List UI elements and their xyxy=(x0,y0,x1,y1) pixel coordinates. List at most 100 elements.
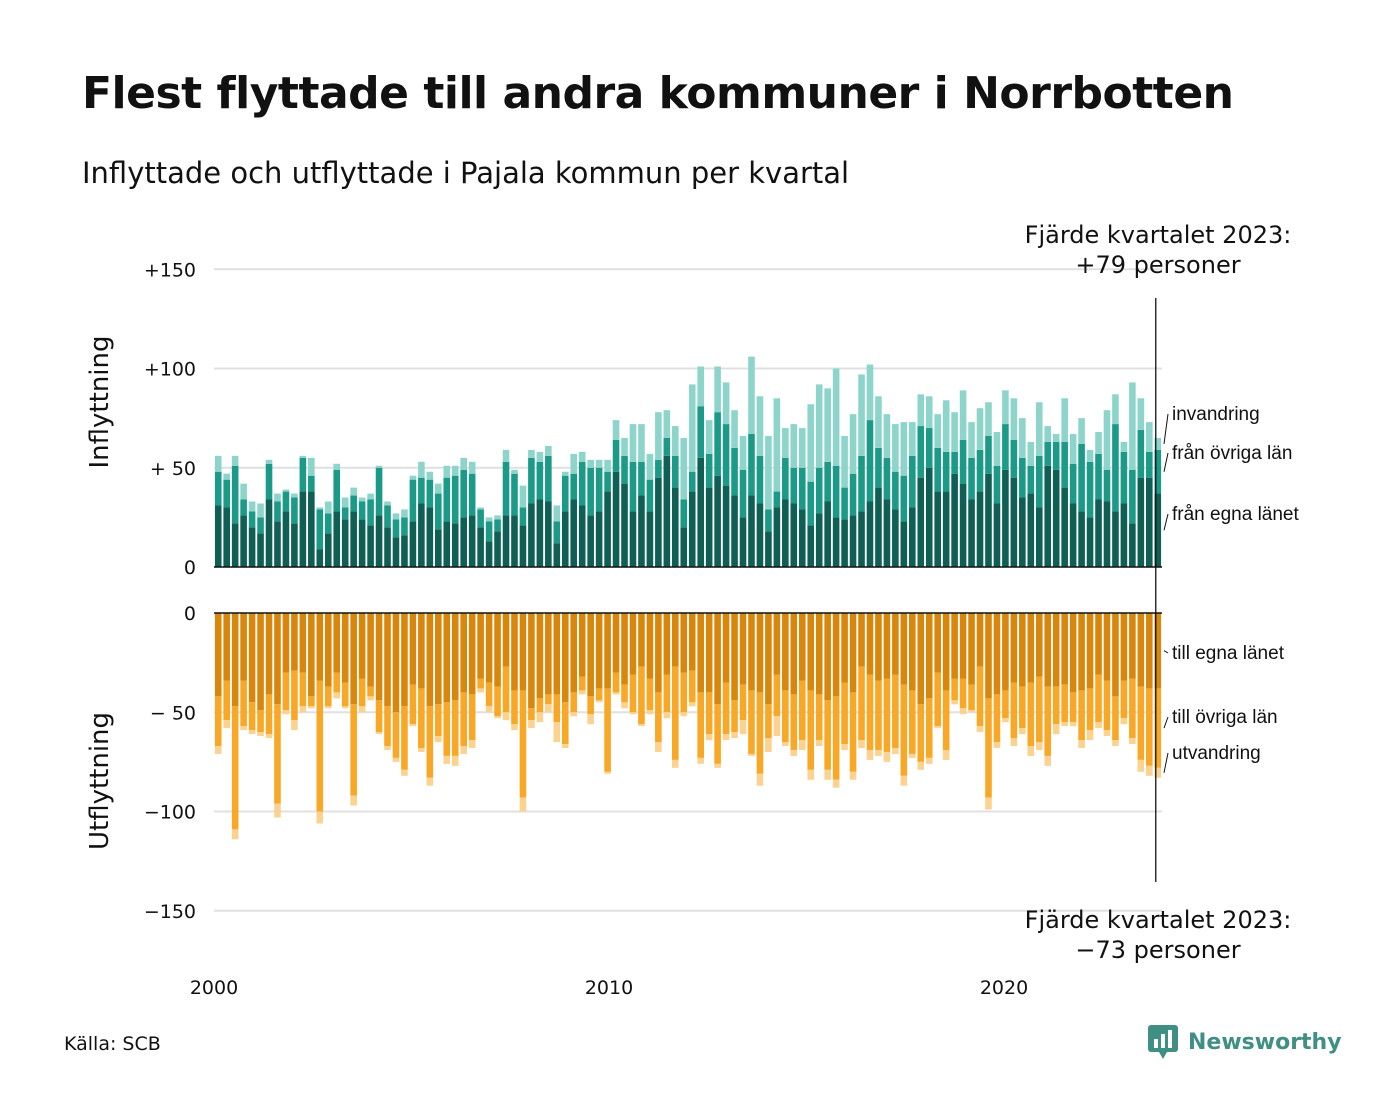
inflow-bar xyxy=(638,495,645,567)
inflow-bar xyxy=(350,487,357,496)
outflow-bar xyxy=(875,613,882,681)
inflow-bar xyxy=(1010,439,1018,478)
outflow-bar xyxy=(265,613,273,695)
outflow-bar xyxy=(604,613,611,689)
outflow-bar xyxy=(528,708,535,721)
outflow-bar xyxy=(426,706,434,778)
outflow-bar xyxy=(494,686,501,717)
y-tick-label: − 50 xyxy=(150,702,196,724)
outflow-bar xyxy=(350,795,357,806)
outflow-bar xyxy=(985,698,992,798)
inflow-bar xyxy=(638,424,645,462)
outflow-bar xyxy=(1137,613,1145,687)
outflow-bar xyxy=(849,613,857,693)
inflow-bar xyxy=(951,451,958,474)
inflow-bar xyxy=(511,469,518,474)
inflow-bar xyxy=(333,469,341,512)
label-leader xyxy=(1163,716,1169,729)
outflow-bar xyxy=(1027,613,1035,683)
inflow-bar xyxy=(485,521,493,542)
outflow-bar xyxy=(815,694,823,741)
inflow-bar xyxy=(1086,517,1094,568)
outflow-bar xyxy=(909,613,916,691)
outflow-bar xyxy=(1095,613,1102,675)
inflow-bar xyxy=(528,449,535,458)
inflow-bar xyxy=(697,366,704,407)
outflow-bar xyxy=(646,613,654,679)
inflow-bar xyxy=(968,457,975,500)
inflow-bar xyxy=(663,410,671,438)
inflow-bar xyxy=(375,467,383,516)
y-tick-label: −100 xyxy=(144,802,196,824)
inflow-bar xyxy=(841,487,848,520)
inflow-bar xyxy=(798,428,806,468)
outflow-bar xyxy=(621,702,628,709)
outflow-bar xyxy=(418,613,425,689)
outflow-bar xyxy=(663,613,671,675)
inflow-bar xyxy=(223,473,230,480)
inflow-bar xyxy=(333,511,341,567)
inflow-bar xyxy=(604,491,611,567)
outflow-bar xyxy=(714,613,721,705)
inflow-bar xyxy=(1095,499,1102,567)
inflow-bar xyxy=(545,445,552,456)
inflow-bar xyxy=(604,471,611,492)
outflow-bar xyxy=(1069,692,1077,723)
inflow-bar xyxy=(409,479,417,522)
outflow-bar xyxy=(832,613,840,697)
inflow-bar xyxy=(274,521,281,568)
inflow-bar xyxy=(291,523,298,567)
inflow-bar xyxy=(790,467,798,504)
inflow-bar xyxy=(985,435,992,474)
inflow-bar xyxy=(570,499,578,567)
inflow-bar xyxy=(705,487,713,567)
inflow-bar xyxy=(443,465,451,478)
inflow-bar xyxy=(451,475,459,524)
inflow-bar xyxy=(866,501,874,568)
outflow-bar xyxy=(274,803,281,818)
inflow-bar xyxy=(1002,424,1009,470)
inflow-bar xyxy=(494,515,501,520)
outflow-bar xyxy=(502,613,510,667)
outflow-bar xyxy=(392,613,400,713)
outflow-bar xyxy=(1103,680,1111,731)
inflow-bar xyxy=(714,366,721,413)
outflow-bar xyxy=(773,674,781,717)
outflow-bar xyxy=(925,698,933,758)
inflow-bar xyxy=(240,483,247,500)
outflow-bar xyxy=(705,613,713,693)
outflow-bar xyxy=(282,672,290,711)
outflow-bar xyxy=(638,666,645,725)
inflow-bar xyxy=(756,503,764,567)
outflow-bar xyxy=(468,613,476,695)
outflow-bar xyxy=(435,613,442,705)
outflow-bar xyxy=(815,740,823,746)
outflow-bar xyxy=(384,613,391,707)
outflow-bar xyxy=(697,757,704,764)
outflow-bar xyxy=(375,613,383,701)
outflow-bar xyxy=(426,777,434,786)
outflow-bar xyxy=(401,613,408,707)
inflow-bar xyxy=(418,477,425,504)
inflow-bar xyxy=(1095,432,1102,454)
inflow-bar xyxy=(468,461,476,474)
inflow-bar xyxy=(1002,390,1009,425)
outflow-bar xyxy=(655,613,662,693)
outflow-bar xyxy=(367,613,374,687)
inflow-bar xyxy=(1002,469,1009,568)
outflow-bar xyxy=(392,757,400,762)
outflow-bar xyxy=(1154,767,1162,778)
inflow-bar xyxy=(1078,511,1085,567)
inflow-bar xyxy=(655,459,662,478)
outflow-bar xyxy=(832,779,840,788)
x-tick-label: 2020 xyxy=(980,977,1028,999)
outflow-bar xyxy=(291,670,298,721)
inflow-bar xyxy=(545,455,552,502)
outflow-bar xyxy=(925,757,933,764)
outflow-bar xyxy=(824,700,831,770)
inflow-bar xyxy=(655,477,662,568)
inflow-bar xyxy=(1010,398,1018,440)
inflow-bar xyxy=(909,455,916,508)
outflow-bar xyxy=(858,740,865,748)
series-label: invandring xyxy=(1172,404,1260,425)
